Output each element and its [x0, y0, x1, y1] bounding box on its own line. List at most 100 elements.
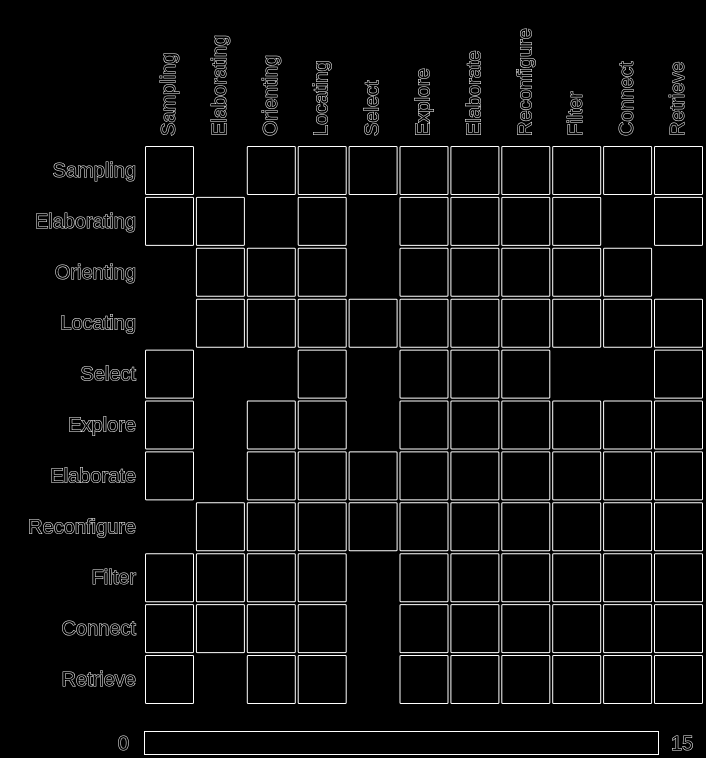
cell-elaborate-connect: [603, 451, 653, 501]
column-label-connect: Connect: [616, 61, 638, 136]
cell-explore-sampling: [145, 400, 194, 450]
cell-locating-elaborating: [195, 298, 245, 348]
cell-connect-elaborate: [450, 604, 500, 654]
cell-filter-sampling: [145, 553, 194, 603]
cell-elaborate-retrieve: [654, 451, 703, 501]
cell-locating-locating: [297, 298, 347, 348]
cell-elaborating-elaborate: [450, 196, 500, 246]
cell-connect-explore: [399, 604, 449, 654]
row-label-orienting: Orienting: [55, 262, 136, 284]
cell-explore-orienting: [246, 400, 296, 450]
cell-retrieve-sampling: [145, 655, 194, 704]
column-label-orienting: Orienting: [260, 55, 282, 136]
cell-orienting-connect: [603, 247, 653, 297]
row-labels: Sampling Elaborating Orienting Locating Sele…: [28, 160, 137, 692]
cell-sampling-orienting: [246, 146, 296, 195]
cell-orienting-elaborating: [195, 247, 245, 297]
cell-sampling-explore: [399, 146, 449, 195]
cell-retrieve-connect: [603, 655, 653, 704]
cell-locating-retrieve: [654, 298, 703, 348]
row-label-locating: Locating: [60, 313, 136, 335]
cell-sampling-filter: [552, 146, 602, 195]
cell-elaborate-locating: [297, 451, 347, 501]
cell-filter-elaborating: [195, 553, 245, 603]
cell-reconfigure-select: [348, 502, 398, 552]
cell-filter-elaborate: [450, 553, 500, 603]
row-label-connect: Connect: [62, 618, 137, 640]
column-labels: Sampling Elaborating Orienting Locating Sele…: [158, 28, 690, 137]
cell-elaborate-explore: [399, 451, 449, 501]
cell-filter-retrieve: [654, 553, 703, 603]
cell-retrieve-locating: [297, 655, 347, 704]
cell-orienting-explore: [399, 247, 449, 297]
cell-explore-reconfigure: [501, 400, 551, 450]
cell-filter-locating: [297, 553, 347, 603]
cell-connect-connect: [603, 604, 653, 654]
cell-sampling-select: [348, 146, 398, 195]
cell-elaborate-select: [348, 451, 398, 501]
cell-elaborating-sampling: [145, 196, 194, 246]
cell-connect-sampling: [145, 604, 194, 654]
cell-locating-elaborate: [450, 298, 500, 348]
column-label-elaborate: Elaborate: [463, 50, 485, 136]
cell-select-retrieve: [654, 349, 703, 399]
cell-select-reconfigure: [501, 349, 551, 399]
cell-explore-elaborate: [450, 400, 500, 450]
cell-explore-connect: [603, 400, 653, 450]
colorbar-max-label: 15: [671, 733, 693, 755]
cell-locating-filter: [552, 298, 602, 348]
cell-reconfigure-locating: [297, 502, 347, 552]
cell-elaborate-reconfigure: [501, 451, 551, 501]
row-label-select: Select: [80, 364, 136, 386]
cell-reconfigure-connect: [603, 502, 653, 552]
cell-explore-retrieve: [654, 400, 703, 450]
cell-elaborate-filter: [552, 451, 602, 501]
cell-retrieve-explore: [399, 655, 449, 704]
cell-connect-filter: [552, 604, 602, 654]
cell-explore-locating: [297, 400, 347, 450]
cell-connect-elaborating: [195, 604, 245, 654]
cell-orienting-locating: [297, 247, 347, 297]
cell-connect-locating: [297, 604, 347, 654]
colorbar-min-label: 0: [118, 733, 129, 755]
cell-elaborating-retrieve: [654, 196, 703, 246]
cell-retrieve-orienting: [246, 655, 296, 704]
cell-locating-explore: [399, 298, 449, 348]
cell-select-sampling: [145, 349, 194, 399]
cell-reconfigure-retrieve: [654, 502, 703, 552]
cell-sampling-connect: [603, 146, 653, 195]
cell-elaborate-elaborate: [450, 451, 500, 501]
cell-reconfigure-elaborate: [450, 502, 500, 552]
cell-connect-retrieve: [654, 604, 703, 654]
cell-connect-orienting: [246, 604, 296, 654]
cell-reconfigure-reconfigure: [501, 502, 551, 552]
row-label-explore: Explore: [68, 415, 136, 437]
cell-sampling-retrieve: [654, 146, 703, 195]
cell-elaborating-reconfigure: [501, 196, 551, 246]
cell-reconfigure-filter: [552, 502, 602, 552]
cell-reconfigure-elaborating: [195, 502, 245, 552]
cell-retrieve-reconfigure: [501, 655, 551, 704]
row-label-reconfigure: Reconfigure: [28, 516, 136, 538]
column-label-reconfigure: Reconfigure: [514, 28, 536, 136]
column-label-filter: Filter: [565, 91, 587, 136]
column-label-sampling: Sampling: [158, 53, 180, 136]
cell-select-locating: [297, 349, 347, 399]
column-label-elaborating: Elaborating: [209, 35, 231, 136]
cell-connect-reconfigure: [501, 604, 551, 654]
cell-retrieve-filter: [552, 655, 602, 704]
cell-explore-explore: [399, 400, 449, 450]
colorbar: [144, 731, 659, 755]
cell-elaborate-sampling: [145, 451, 194, 501]
cell-sampling-elaborate: [450, 146, 500, 195]
row-label-elaborate: Elaborate: [50, 465, 136, 487]
cell-orienting-reconfigure: [501, 247, 551, 297]
colorbar-legend: 0 15: [117, 731, 694, 756]
cell-elaborating-locating: [297, 196, 347, 246]
cell-select-elaborate: [450, 349, 500, 399]
cell-retrieve-retrieve: [654, 655, 703, 704]
row-label-retrieve: Retrieve: [62, 669, 136, 691]
cell-sampling-locating: [297, 146, 347, 195]
cell-reconfigure-explore: [399, 502, 449, 552]
